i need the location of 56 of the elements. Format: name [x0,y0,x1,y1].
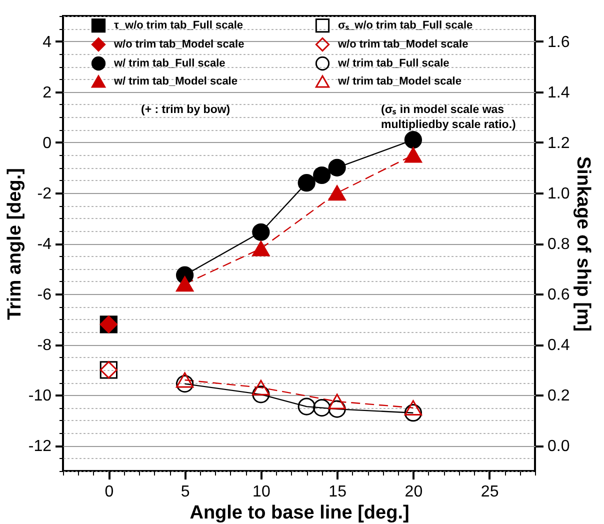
point [252,240,270,256]
y2-tick-label: 0.4 [548,337,570,354]
y2-tick-label: 1.0 [548,185,570,202]
x-axis-title: Angle to base line [deg.] [190,502,410,524]
y-tick-label: -12 [28,438,52,456]
point [328,185,346,201]
point [176,374,194,393]
point [404,404,422,422]
point [298,174,316,192]
x-tick-label: 25 [480,484,499,500]
y2-tick-label: 1.2 [548,134,570,152]
point [328,400,346,418]
annotation: (σₛ in model scale was multipliedby scale ratio.) [381,104,516,131]
y-tick-label: -4 [37,236,52,253]
y-tick-label: 2 [42,84,52,102]
legend-label: w/o trim tab_Model scale [337,38,468,50]
point [404,400,422,416]
y-axis-title: Trim angle [deg.] [4,168,26,320]
point [252,223,270,241]
point [328,158,346,176]
annotation: (+ : trim by bow) [141,104,230,116]
y2-tick-label: 0.6 [548,286,570,304]
x-tick-label: 20 [404,484,423,500]
y-tick-label: -6 [37,286,52,304]
y2-tick-label: 0.8 [548,236,570,253]
x-tick-label: 10 [252,484,270,500]
y-tick-label: -2 [37,185,52,202]
y-tick-label: 0 [42,134,52,152]
y-tick-label: 4 [42,34,52,51]
y-tick-label: -8 [37,337,52,354]
y-tick-label: -10 [28,388,52,405]
point [176,372,194,388]
point [313,399,331,417]
y2-tick-label: 0.0 [548,438,570,456]
legend-label: w/o trim tab_Model scale [113,38,244,50]
legend-label: w/ trim tab_Model scale [113,76,238,88]
x-tick-label: 5 [180,484,190,500]
legend-label: τ_w/o trim tab_Full scale [114,20,244,32]
x-tick-label: 15 [328,484,347,500]
point [176,276,194,292]
point [252,380,270,396]
point [404,147,422,163]
point [404,131,422,149]
x-tick-label: 0 [104,484,114,500]
legend-label: σₛ_w/o trim tab_Full scale [338,20,473,32]
point [313,166,331,184]
point [298,398,316,416]
y2-axis-title: Sinkage of ship [m] [572,156,594,332]
y2-tick-label: 1.6 [548,34,570,51]
legend-label: w/ trim tab_Full scale [113,58,226,70]
legend-label: w/ trim tab_Model scale [337,76,462,88]
y2-tick-label: 0.2 [548,388,570,405]
legend-label: w/ trim tab_Full scale [337,58,450,70]
point [252,386,270,404]
point [328,394,346,410]
y2-tick-label: 1.4 [548,84,570,102]
